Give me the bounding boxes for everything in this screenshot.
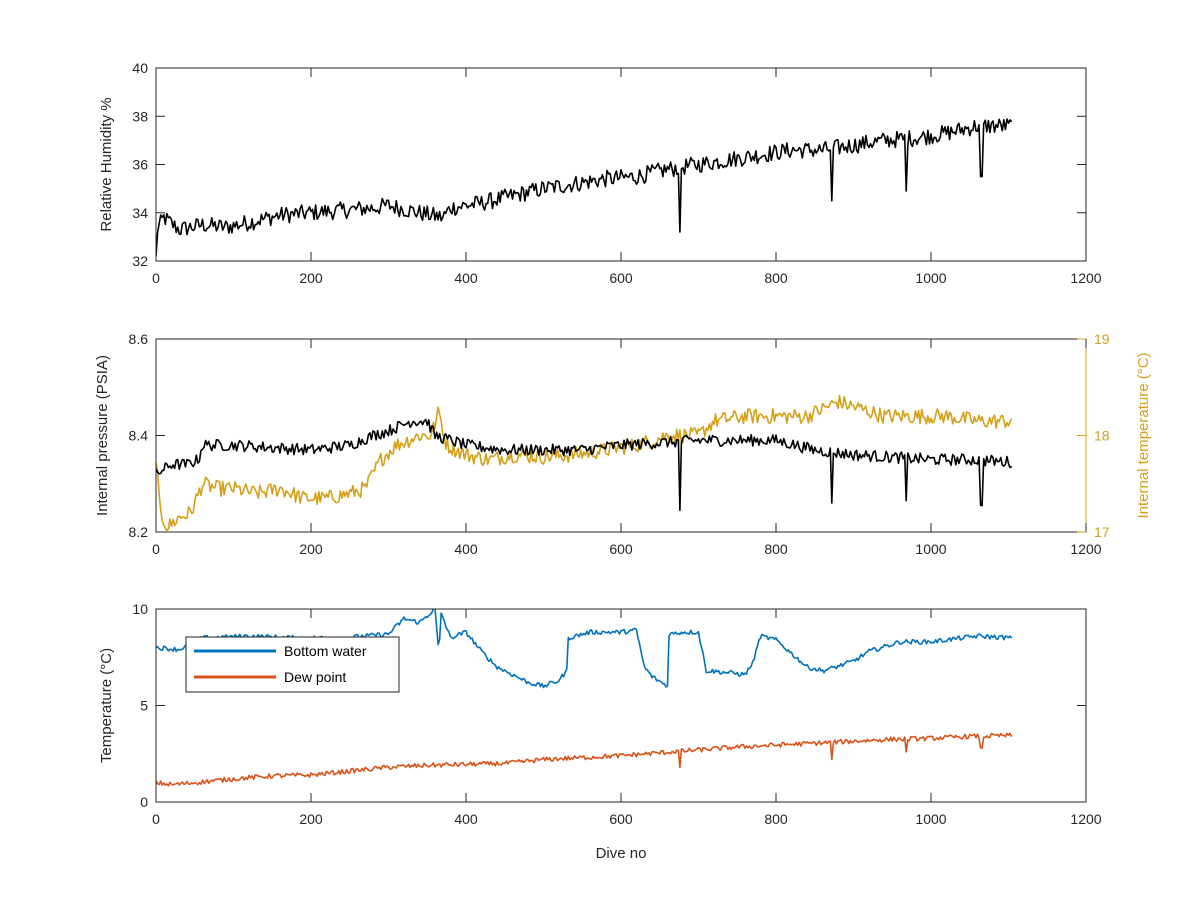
x-tick-label: 1200 [1070,541,1101,557]
y-right-tick-label: 19 [1094,331,1110,347]
y-tick-label: 8.6 [129,331,149,347]
legend-label-dew-point: Dew point [284,669,346,685]
humidity-y-axis-label: Relative Humidity % [98,97,115,231]
x-tick-label: 400 [454,541,478,557]
pressure-temperature-plot-lines [156,394,1013,532]
pressure-y-axis-label: Internal pressure (PSIA) [94,355,111,516]
pressure-ticks: 0 200 400 600 800 1000 1200 8.2 8.4 8.6 17 18 19 [129,331,1110,557]
internal-temperature-y-axis-label: Internal temperature (°C) [1135,352,1152,518]
x-tick-label: 1000 [915,270,946,286]
x-tick-label: 600 [609,811,633,827]
x-axis-label: Dive no [596,845,647,862]
x-tick-label: 200 [299,811,323,827]
y-tick-label: 0 [140,794,148,810]
temperature-plot-lines [156,609,1013,787]
y-tick-label: 5 [140,698,148,714]
x-tick-label: 0 [152,811,160,827]
y-right-tick-label: 18 [1094,428,1110,444]
y-tick-label: 40 [132,60,148,76]
x-tick-label: 0 [152,541,160,557]
pressure-temperature-series-line [156,418,1013,512]
x-tick-label: 200 [299,270,323,286]
y-tick-label: 8.4 [129,428,149,444]
temperature-y-axis-label: Temperature (°C) [98,648,115,763]
temperature-ticks: 0 200 400 600 800 1000 1200 0 5 10 [132,601,1101,827]
x-tick-label: 800 [764,270,788,286]
pressure-temperature-panel: 0 200 400 600 800 1000 1200 8.2 8.4 8.6 17 18 19 Int… [94,331,1152,557]
x-tick-label: 600 [609,541,633,557]
y-tick-label: 32 [132,253,148,269]
pressure-axes-box [155,338,1087,533]
y-tick-label: 36 [132,157,148,173]
humidity-series-line [156,118,1013,257]
x-tick-label: 1200 [1070,270,1101,286]
x-tick-label: 800 [764,541,788,557]
x-tick-label: 1000 [915,811,946,827]
humidity-axes-box [155,67,1087,262]
x-tick-label: 400 [454,811,478,827]
x-tick-label: 0 [152,270,160,286]
humidity-plot-lines [156,118,1013,257]
legend: Bottom water Dew point [185,636,400,693]
y-tick-label: 34 [132,205,148,221]
y-tick-label: 8.2 [129,524,149,540]
x-tick-label: 1000 [915,541,946,557]
x-tick-label: 600 [609,270,633,286]
internal-temperature-series-line [156,394,1013,532]
x-tick-label: 1200 [1070,811,1101,827]
x-tick-label: 200 [299,541,323,557]
y-right-tick-label: 17 [1094,524,1110,540]
temperature-panel: 0 200 400 600 800 1000 1200 0 5 10 Temperature (°… [98,601,1102,862]
humidity-ticks: 0 200 400 600 800 1000 1200 32 34 36 38 40 [132,60,1101,286]
y-tick-label: 38 [132,108,148,124]
y-tick-label: 10 [132,601,148,617]
x-tick-label: 800 [764,811,788,827]
x-tick-label: 400 [454,270,478,286]
dew-point-series-line [156,732,1013,787]
legend-box [185,636,400,693]
humidity-panel: 0 200 400 600 800 1000 1200 32 34 36 38 40 Relative… [98,60,1102,286]
legend-label-bottom-water: Bottom water [284,643,367,659]
